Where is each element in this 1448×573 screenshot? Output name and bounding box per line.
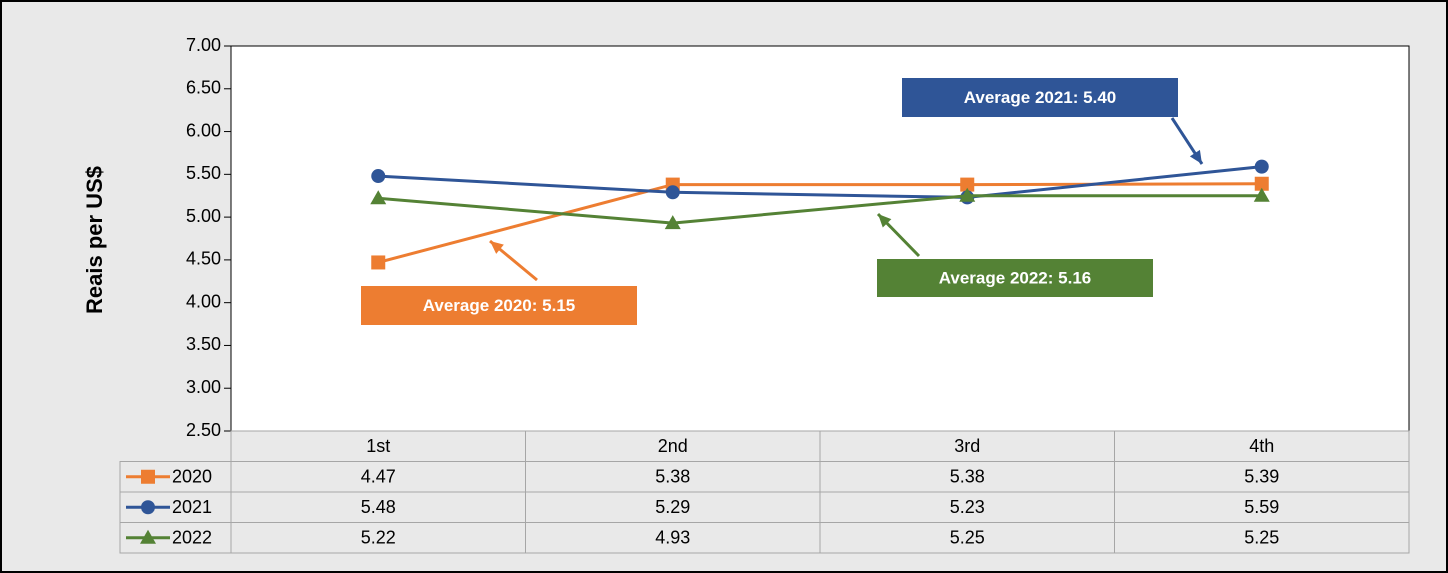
x-tick-label: 2nd	[658, 436, 688, 456]
annotation-arrowhead	[878, 214, 892, 228]
data-table-value: 5.22	[361, 528, 396, 548]
legend-label: 2020	[172, 467, 212, 487]
annotation-box	[877, 259, 1153, 297]
x-tick-label: 1st	[366, 436, 390, 456]
annotation-text: Average 2020: 5.15	[423, 296, 575, 315]
data-table-value: 5.39	[1244, 467, 1279, 487]
data-point	[665, 185, 680, 200]
data-point	[1254, 159, 1269, 174]
legend-marker	[141, 500, 155, 515]
data-table-value: 4.47	[361, 467, 396, 487]
annotation-box	[361, 286, 637, 325]
data-table-value: 5.25	[950, 528, 985, 548]
legend-label: 2021	[172, 497, 212, 517]
data-table-value: 4.93	[655, 528, 690, 548]
annotation-arrowhead	[1189, 149, 1202, 164]
data-table-value: 5.48	[361, 497, 396, 517]
legend-marker	[140, 529, 156, 544]
annotation-arrowhead	[490, 241, 504, 254]
data-table-value: 5.38	[950, 467, 985, 487]
y-tick-label: 6.00	[186, 120, 221, 140]
y-tick-label: 3.00	[186, 377, 221, 397]
y-axis-label: Reais per US$	[82, 166, 107, 314]
legend-marker	[141, 469, 155, 484]
series-line	[378, 194, 1262, 225]
plot-area	[230, 45, 1410, 432]
x-tick-label: 3rd	[954, 436, 980, 456]
y-tick-label: 4.00	[186, 291, 221, 311]
data-point	[664, 215, 681, 230]
data-point	[1254, 176, 1269, 191]
data-point	[371, 169, 386, 184]
data-table-value: 5.25	[1244, 528, 1279, 548]
annotation-box	[902, 78, 1178, 117]
data-table-value: 5.59	[1244, 497, 1279, 517]
series-line	[378, 165, 1262, 199]
y-tick-label: 6.50	[186, 78, 221, 98]
y-tick-label: 5.50	[186, 163, 221, 183]
legend-label: 2022	[172, 528, 212, 548]
data-point	[371, 255, 386, 270]
annotation-text: Average 2022: 5.16	[939, 268, 1091, 287]
data-point	[1253, 187, 1270, 202]
data-table-value: 5.23	[950, 497, 985, 517]
data-point	[960, 177, 975, 192]
annotation-text: Average 2021: 5.40	[964, 88, 1116, 107]
y-tick-label: 2.50	[186, 420, 221, 440]
y-tick-label: 3.50	[186, 334, 221, 354]
data-point	[370, 190, 387, 205]
x-tick-label: 4th	[1249, 436, 1274, 456]
data-table-value: 5.29	[655, 497, 690, 517]
series-line	[377, 182, 1262, 264]
data-point	[959, 187, 976, 202]
y-tick-label: 7.00	[186, 35, 221, 55]
data-table-body	[119, 461, 1410, 554]
data-table-value: 5.38	[655, 467, 690, 487]
y-tick-label: 4.50	[186, 249, 221, 269]
y-tick-label: 5.00	[186, 206, 221, 226]
